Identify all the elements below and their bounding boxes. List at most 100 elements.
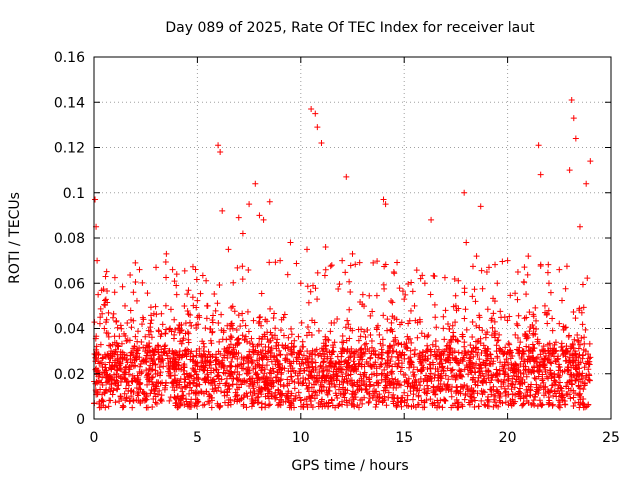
x-tick-label: 15 <box>395 430 413 446</box>
data-point <box>323 342 330 349</box>
data-point <box>464 386 471 393</box>
data-point <box>319 396 326 403</box>
data-point <box>234 386 241 393</box>
data-point <box>193 322 200 329</box>
data-point <box>128 324 135 331</box>
data-point <box>398 360 405 367</box>
data-point <box>386 345 393 352</box>
data-point <box>472 298 479 305</box>
data-point <box>586 355 593 362</box>
data-point <box>439 363 446 370</box>
data-point <box>576 365 583 372</box>
data-point <box>258 404 265 411</box>
data-point <box>505 391 512 398</box>
data-point <box>111 339 118 346</box>
data-point <box>525 399 532 406</box>
data-point <box>320 359 327 366</box>
data-point <box>509 353 516 360</box>
data-point <box>468 348 475 355</box>
data-point <box>410 373 417 380</box>
data-point <box>577 341 584 348</box>
data-point <box>577 401 584 408</box>
data-point <box>545 394 552 401</box>
data-point <box>346 278 353 285</box>
data-point <box>258 322 265 329</box>
data-point <box>477 203 484 210</box>
data-point <box>148 386 155 393</box>
data-point <box>328 262 335 269</box>
data-point <box>254 377 261 384</box>
data-point <box>218 327 225 334</box>
data-point <box>346 306 353 313</box>
data-point <box>396 285 403 292</box>
data-point <box>495 377 502 384</box>
data-point <box>512 331 519 338</box>
data-point <box>479 285 486 292</box>
data-point <box>508 386 515 393</box>
data-point <box>427 370 434 377</box>
data-point <box>171 387 178 394</box>
data-point <box>537 263 544 270</box>
data-point <box>304 386 311 393</box>
data-point <box>312 389 319 396</box>
data-point <box>200 340 207 347</box>
data-point <box>142 356 149 363</box>
data-point <box>245 359 252 366</box>
data-point <box>264 356 271 363</box>
data-point <box>440 313 447 320</box>
data-point <box>358 326 365 333</box>
data-point <box>171 394 178 401</box>
data-point <box>102 273 109 280</box>
data-point <box>546 356 553 363</box>
data-point <box>184 291 191 298</box>
data-point <box>318 345 325 352</box>
data-point <box>234 264 241 271</box>
data-point <box>501 314 508 321</box>
data-point <box>106 342 113 349</box>
data-point <box>329 378 336 385</box>
data-point <box>488 315 495 322</box>
data-point <box>223 347 230 354</box>
data-point <box>157 397 164 404</box>
data-point <box>105 309 112 316</box>
data-point <box>385 394 392 401</box>
data-point <box>438 370 445 377</box>
data-point <box>514 268 521 275</box>
data-point <box>357 346 364 353</box>
data-point <box>175 404 182 411</box>
data-point <box>94 257 101 264</box>
data-point <box>212 307 219 314</box>
data-point <box>431 399 438 406</box>
data-point <box>223 388 230 395</box>
data-point <box>118 366 125 373</box>
data-point <box>280 332 287 339</box>
data-point <box>534 403 541 410</box>
data-points <box>91 96 594 411</box>
data-point <box>212 357 219 364</box>
data-point <box>133 347 140 354</box>
data-point <box>326 360 333 367</box>
data-point <box>360 373 367 380</box>
data-point <box>123 357 130 364</box>
data-point <box>122 376 129 383</box>
data-point <box>580 351 587 358</box>
data-point <box>250 383 257 390</box>
data-point <box>239 230 246 237</box>
data-point <box>325 337 332 344</box>
data-point <box>487 379 494 386</box>
data-point <box>351 403 358 410</box>
data-point <box>373 326 380 333</box>
data-point <box>191 402 198 409</box>
data-point <box>166 355 173 362</box>
data-point <box>213 351 220 358</box>
data-point <box>330 368 337 375</box>
data-point <box>277 377 284 384</box>
data-point <box>148 334 155 341</box>
data-point <box>345 357 352 364</box>
data-point <box>467 354 474 361</box>
data-point <box>276 401 283 408</box>
data-point <box>277 352 284 359</box>
data-point <box>347 353 354 360</box>
data-point <box>471 403 478 410</box>
data-point <box>133 297 140 304</box>
